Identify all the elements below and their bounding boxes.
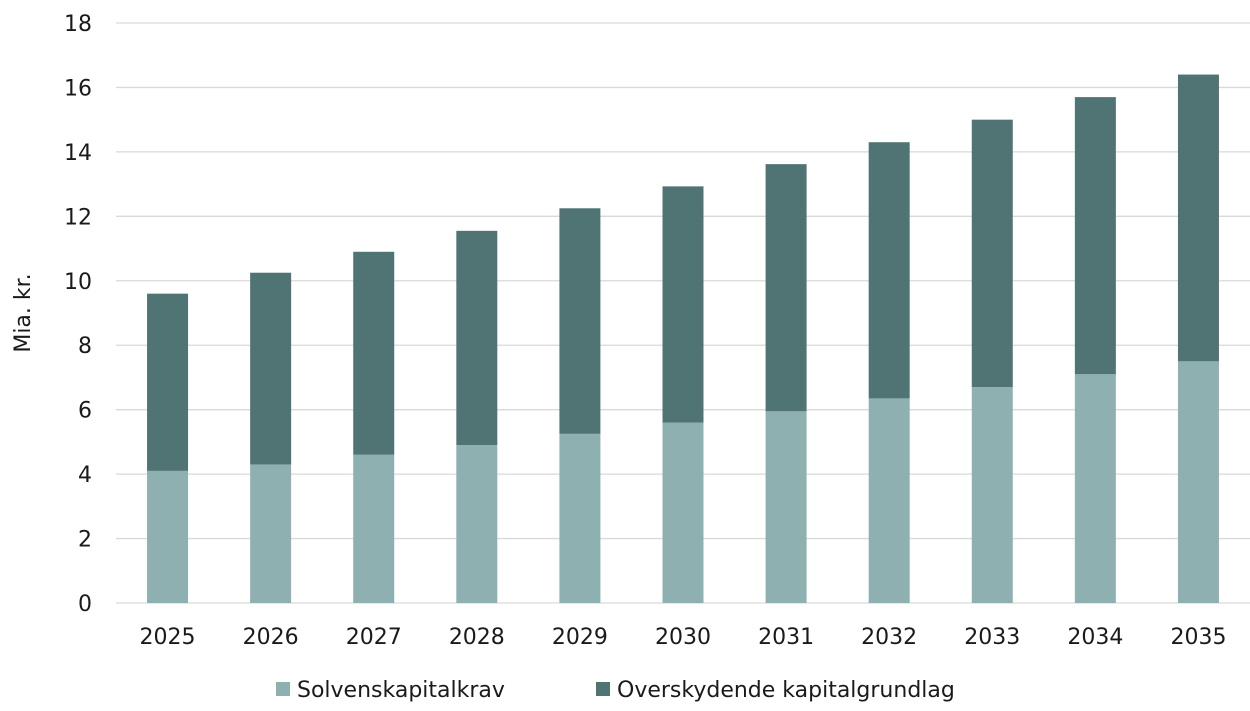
x-tick-label: 2025: [140, 625, 196, 650]
x-tick-label: 2031: [758, 625, 814, 650]
bar-solvenskapitalkrav-2035: [1177, 361, 1219, 603]
y-tick-label: 8: [78, 334, 92, 359]
y-tick-label: 12: [64, 205, 92, 230]
bar-solvenskapitalkrav-2033: [971, 387, 1013, 603]
y-tick-label: 6: [78, 399, 92, 424]
bar-solvenskapitalkrav-2034: [1074, 374, 1116, 603]
bar-overskydende-kapitalgrundlag-2030: [662, 186, 704, 423]
bar-solvenskapitalkrav-2032: [868, 398, 910, 603]
bar-solvenskapitalkrav-2028: [456, 445, 498, 603]
y-axis-ticks: 0 2 4 6 8 10 12 14 16 18: [64, 12, 92, 617]
x-tick-label: 2030: [655, 625, 711, 650]
x-axis-ticks: 2025 2026 2027 2028 2029 2030 2031 2032 2033 2034…: [140, 625, 1227, 650]
legend-label: Solvenskapitalkrav: [297, 678, 505, 703]
y-axis-label: Mia. kr.: [11, 273, 36, 352]
x-tick-label: 2027: [346, 625, 402, 650]
x-tick-label: 2029: [552, 625, 608, 650]
bar-overskydende-kapitalgrundlag-2035: [1177, 74, 1219, 362]
bar-overskydende-kapitalgrundlag-2031: [765, 164, 807, 412]
bar-overskydende-kapitalgrundlag-2029: [559, 208, 601, 434]
legend: Solvenskapitalkrav Overskydende kapitalgr…: [276, 678, 955, 703]
x-tick-label: 2035: [1170, 625, 1226, 650]
x-tick-label: 2033: [964, 625, 1020, 650]
y-tick-label: 2: [78, 528, 92, 553]
legend-swatch: [596, 682, 610, 696]
bar-solvenskapitalkrav-2027: [353, 454, 395, 603]
bar-solvenskapitalkrav-2025: [147, 470, 189, 603]
bar-overskydende-kapitalgrundlag-2026: [250, 272, 292, 465]
legend-label: Overskydende kapitalgrundlag: [617, 678, 955, 703]
y-tick-label: 18: [64, 12, 92, 37]
bar-solvenskapitalkrav-2031: [765, 411, 807, 603]
bar-solvenskapitalkrav-2029: [559, 433, 601, 603]
bar-overskydende-kapitalgrundlag-2025: [147, 293, 189, 471]
bar-overskydende-kapitalgrundlag-2033: [971, 119, 1013, 388]
x-tick-label: 2032: [861, 625, 917, 650]
bar-solvenskapitalkrav-2026: [250, 464, 292, 603]
y-tick-label: 0: [78, 592, 92, 617]
legend-swatch: [276, 682, 290, 696]
bar-solvenskapitalkrav-2030: [662, 422, 704, 603]
bar-overskydende-kapitalgrundlag-2032: [868, 142, 910, 399]
bar-overskydende-kapitalgrundlag-2027: [353, 251, 395, 455]
y-tick-label: 14: [64, 141, 92, 166]
x-tick-label: 2026: [243, 625, 299, 650]
bars: [147, 74, 1219, 603]
bar-overskydende-kapitalgrundlag-2034: [1074, 97, 1116, 375]
y-tick-label: 4: [78, 463, 92, 488]
bar-overskydende-kapitalgrundlag-2028: [456, 230, 498, 446]
y-tick-label: 10: [64, 270, 92, 295]
x-tick-label: 2034: [1067, 625, 1123, 650]
x-tick-label: 2028: [449, 625, 505, 650]
y-tick-label: 16: [64, 76, 92, 101]
